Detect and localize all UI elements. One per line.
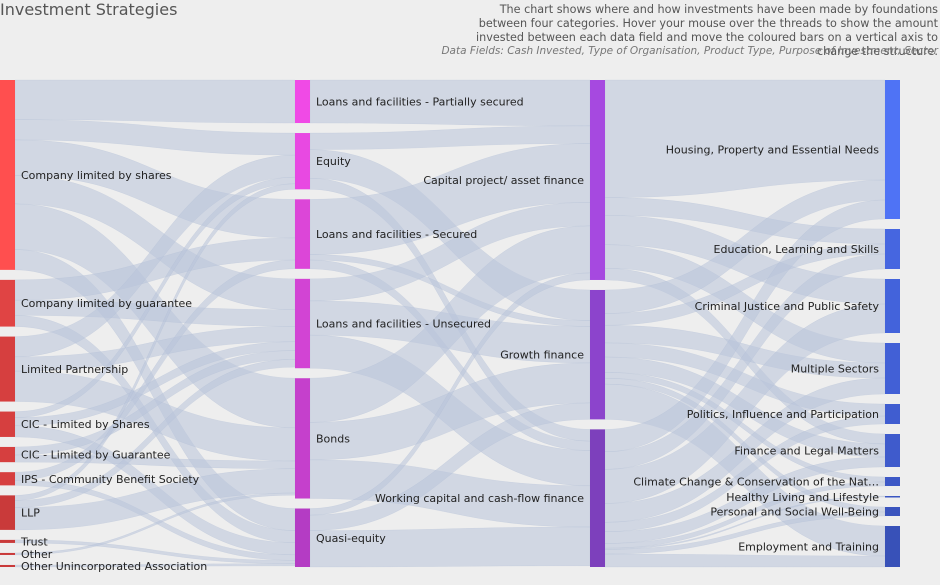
sankey-link[interactable] [309, 272, 591, 516]
sankey-node-label: Criminal Justice and Public Safety [695, 300, 880, 313]
sankey-node-label: Loans and facilities - Unsecured [316, 318, 491, 331]
sankey-node-label: Quasi-equity [316, 532, 386, 545]
sankey-link[interactable] [604, 553, 886, 568]
sankey-node-label: Limited Partnership [21, 363, 128, 376]
sankey-node-bar[interactable] [0, 472, 15, 486]
chart-description: The chart shows where and how investment… [476, 3, 938, 58]
sankey-node-bar[interactable] [885, 229, 900, 269]
sankey-node-bar[interactable] [295, 80, 310, 124]
sankey-node-bar[interactable] [885, 507, 900, 516]
sankey-node-label: IPS - Community Benefit Society [21, 473, 200, 486]
sankey-node-label: Working capital and cash-flow finance [375, 492, 584, 505]
sankey-node-bar[interactable] [0, 279, 15, 327]
data-fields-note: Data Fields: Cash Invested, Type of Orga… [441, 45, 938, 57]
sankey-node-label: Housing, Property and Essential Needs [666, 144, 880, 157]
sankey-node-label: Capital project/ asset finance [423, 174, 584, 187]
sankey-node-bar[interactable] [885, 404, 900, 424]
sankey-node-label: Other Unincorporated Association [21, 560, 207, 573]
sankey-node-bar[interactable] [885, 343, 900, 394]
sankey-node-label: Other [21, 548, 53, 561]
sankey-node-bar[interactable] [0, 446, 15, 463]
sankey-node-bar[interactable] [885, 526, 900, 567]
sankey-node-label: Loans and facilities - Partially secured [316, 96, 524, 109]
sankey-node-bar[interactable] [590, 429, 605, 567]
sankey-node-bar[interactable] [0, 495, 15, 530]
sankey-node-bar[interactable] [0, 564, 15, 567]
chart-title: Investment Strategies [0, 0, 178, 19]
sankey-node-label: Growth finance [500, 349, 584, 362]
sankey-node-bar[interactable] [0, 539, 15, 543]
sankey-node-label: Climate Change & Conservation of the Nat… [633, 476, 879, 489]
sankey-node-bar[interactable] [885, 477, 900, 486]
sankey-node-label: Healthy Living and Lifestyle [726, 491, 879, 504]
sankey-link[interactable] [604, 79, 886, 198]
sankey-node-label: LLP [21, 507, 40, 520]
sankey-node-label: Finance and Legal Matters [734, 445, 879, 458]
sankey-node-bar[interactable] [295, 378, 310, 499]
sankey-node-label: Loans and facilities - Secured [316, 228, 477, 241]
sankey-node-bar[interactable] [0, 411, 15, 437]
sankey-node-label: Politics, Influence and Participation [687, 408, 879, 421]
sankey-node-bar[interactable] [0, 552, 15, 555]
sankey-node-label: Company limited by shares [21, 169, 172, 182]
sankey-node-label: Company limited by guarantee [21, 297, 192, 310]
sankey-node-bar[interactable] [0, 336, 15, 402]
sankey-node-label: Education, Learning and Skills [714, 243, 880, 256]
sankey-node-label: Personal and Social Well-Being [710, 506, 879, 519]
sankey-node-label: Bonds [316, 432, 350, 445]
sankey-labels: Company limited by shares Company limited… [20, 96, 879, 573]
sankey-link[interactable] [14, 79, 296, 124]
sankey-node-label: CIC - Limited by Guarantee [21, 449, 171, 462]
sankey-node-bar[interactable] [885, 80, 900, 219]
sankey-links[interactable] [14, 79, 886, 568]
sankey-node-bar[interactable] [885, 279, 900, 333]
sankey-node-label: Multiple Sectors [791, 363, 880, 376]
sankey-node-bar[interactable] [295, 278, 310, 369]
sankey-node-bar[interactable] [295, 508, 310, 567]
sankey-node-bar[interactable] [590, 289, 605, 420]
sankey-node-label: Trust [20, 535, 48, 548]
sankey-node-bar[interactable] [295, 133, 310, 190]
sankey-node-label: Employment and Training [738, 541, 879, 554]
sankey-node-bar[interactable] [590, 80, 605, 280]
sankey-node-bar[interactable] [295, 199, 310, 269]
sankey-node-bar[interactable] [885, 434, 900, 467]
sankey-node-bar[interactable] [0, 80, 15, 270]
sankey-node-label: CIC - Limited by Shares [21, 418, 150, 431]
sankey-node-bar[interactable] [885, 496, 900, 498]
sankey-nodes[interactable] [0, 80, 900, 567]
sankey-node-label: Equity [316, 155, 351, 168]
